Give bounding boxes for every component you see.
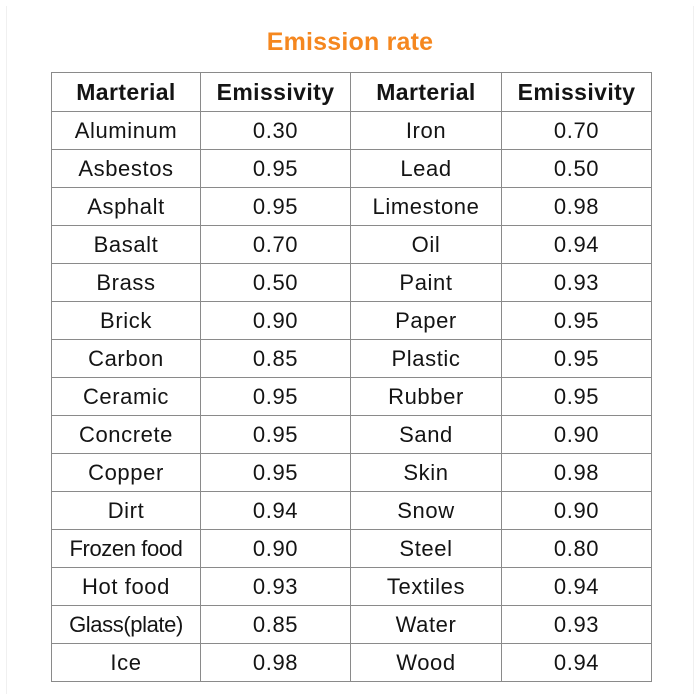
emissivity-cell: 0.85 bbox=[200, 605, 351, 644]
table-row: Glass(plate) 0.85 Water 0.93 bbox=[51, 605, 652, 644]
emissivity-cell: 0.95 bbox=[501, 339, 652, 378]
table-row: Carbon 0.85 Plastic 0.95 bbox=[51, 339, 652, 378]
emissivity-cell: 0.90 bbox=[200, 301, 351, 340]
material-cell: Frozen food bbox=[51, 529, 201, 568]
emissivity-cell: 0.94 bbox=[501, 567, 652, 606]
material-cell: Concrete bbox=[51, 415, 201, 454]
material-cell: Hot food bbox=[51, 567, 201, 606]
emissivity-cell: 0.98 bbox=[501, 187, 652, 226]
material-cell: Carbon bbox=[51, 339, 201, 378]
material-cell: Paper bbox=[350, 301, 502, 340]
material-cell: Rubber bbox=[350, 377, 502, 416]
material-cell: Wood bbox=[350, 643, 502, 682]
table-row: Aluminum 0.30 Iron 0.70 bbox=[51, 111, 652, 150]
table-row: Ice 0.98 Wood 0.94 bbox=[51, 643, 652, 682]
material-cell: Oil bbox=[350, 225, 502, 264]
table-row: Hot food 0.93 Textiles 0.94 bbox=[51, 567, 652, 606]
table-row: Brick 0.90 Paper 0.95 bbox=[51, 301, 652, 340]
material-cell: Limestone bbox=[350, 187, 502, 226]
table-row: Copper 0.95 Skin 0.98 bbox=[51, 453, 652, 492]
emissivity-cell: 0.70 bbox=[200, 225, 351, 264]
material-cell: Ceramic bbox=[51, 377, 201, 416]
material-cell: Asphalt bbox=[51, 187, 201, 226]
table-row: Concrete 0.95 Sand 0.90 bbox=[51, 415, 652, 454]
table-row: Ceramic 0.95 Rubber 0.95 bbox=[51, 377, 652, 416]
emissivity-cell: 0.95 bbox=[501, 377, 652, 416]
material-cell: Copper bbox=[51, 453, 201, 492]
material-cell: Aluminum bbox=[51, 111, 201, 150]
emissivity-cell: 0.90 bbox=[200, 529, 351, 568]
material-cell: Snow bbox=[350, 491, 502, 530]
emissivity-cell: 0.98 bbox=[501, 453, 652, 492]
emissivity-cell: 0.93 bbox=[501, 263, 652, 302]
material-cell: Dirt bbox=[51, 491, 201, 530]
table-header-row: Marterial Emissivity Marterial Emissivit… bbox=[51, 72, 652, 112]
emissivity-cell: 0.94 bbox=[200, 491, 351, 530]
page-title: Emission rate bbox=[266, 28, 434, 56]
table-row: Frozen food 0.90 Steel 0.80 bbox=[51, 529, 652, 568]
material-cell: Brick bbox=[51, 301, 201, 340]
material-cell: Paint bbox=[350, 263, 502, 302]
emissivity-cell: 0.30 bbox=[200, 111, 351, 150]
emissivity-cell: 0.50 bbox=[501, 149, 652, 188]
header-emissivity-left: Emissivity bbox=[200, 72, 351, 112]
emissivity-cell: 0.85 bbox=[200, 339, 351, 378]
emissivity-cell: 0.95 bbox=[501, 301, 652, 340]
material-cell: Skin bbox=[350, 453, 502, 492]
emissivity-cell: 0.93 bbox=[200, 567, 351, 606]
material-cell: Steel bbox=[350, 529, 502, 568]
material-cell: Sand bbox=[350, 415, 502, 454]
material-cell: Iron bbox=[350, 111, 502, 150]
material-cell: Brass bbox=[51, 263, 201, 302]
emissivity-cell: 0.95 bbox=[200, 149, 351, 188]
table-row: Asphalt 0.95 Limestone 0.98 bbox=[51, 187, 652, 226]
emissivity-cell: 0.95 bbox=[200, 377, 351, 416]
emissivity-cell: 0.50 bbox=[200, 263, 351, 302]
material-cell: Ice bbox=[51, 643, 201, 682]
header-material-right: Marterial bbox=[350, 72, 502, 112]
material-cell: Textiles bbox=[350, 567, 502, 606]
table-row: Basalt 0.70 Oil 0.94 bbox=[51, 225, 652, 264]
table-row: Brass 0.50 Paint 0.93 bbox=[51, 263, 652, 302]
emissivity-cell: 0.94 bbox=[501, 225, 652, 264]
material-cell: Plastic bbox=[350, 339, 502, 378]
material-cell: Asbestos bbox=[51, 149, 201, 188]
emissivity-cell: 0.98 bbox=[200, 643, 351, 682]
material-cell: Glass(plate) bbox=[51, 605, 201, 644]
emissivity-cell: 0.90 bbox=[501, 491, 652, 530]
table-row: Dirt 0.94 Snow 0.90 bbox=[51, 491, 652, 530]
emissivity-cell: 0.95 bbox=[200, 453, 351, 492]
emissivity-cell: 0.94 bbox=[501, 643, 652, 682]
emissivity-cell: 0.95 bbox=[200, 415, 351, 454]
material-cell: Basalt bbox=[51, 225, 201, 264]
material-cell: Lead bbox=[350, 149, 502, 188]
emissivity-cell: 0.80 bbox=[501, 529, 652, 568]
emissivity-cell: 0.95 bbox=[200, 187, 351, 226]
table-row: Asbestos 0.95 Lead 0.50 bbox=[51, 149, 652, 188]
header-material-left: Marterial bbox=[51, 72, 201, 112]
emissivity-cell: 0.90 bbox=[501, 415, 652, 454]
page-frame bbox=[6, 6, 694, 694]
emissivity-cell: 0.70 bbox=[501, 111, 652, 150]
material-cell: Water bbox=[350, 605, 502, 644]
emissivity-table: Marterial Emissivity Marterial Emissivit… bbox=[51, 72, 652, 682]
header-emissivity-right: Emissivity bbox=[501, 72, 652, 112]
emissivity-cell: 0.93 bbox=[501, 605, 652, 644]
